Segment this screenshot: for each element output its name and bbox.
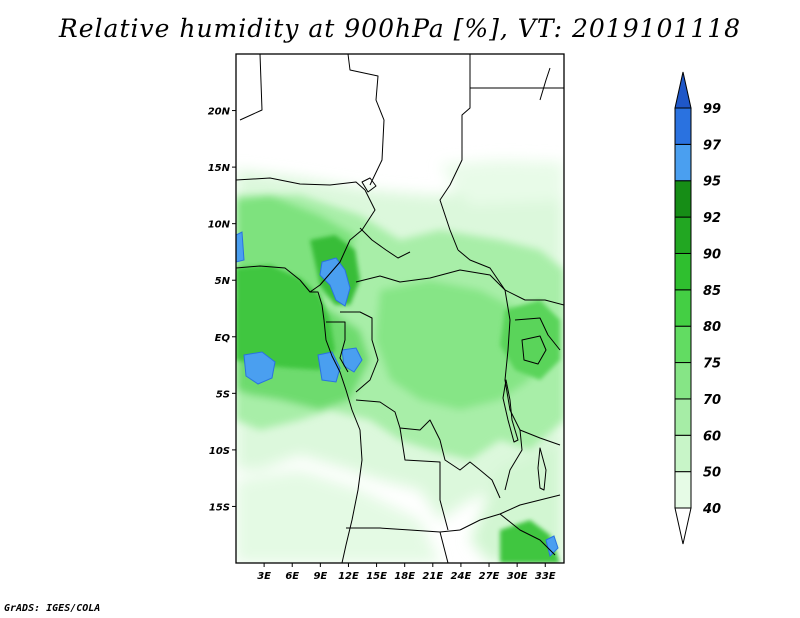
x-tick-label-24e: 24E [451, 571, 472, 582]
x-tick-label-9e: 9E [313, 571, 327, 582]
border-nigeria-cameroon [309, 189, 376, 293]
y-tick-label-20n: 20N [208, 107, 231, 118]
colorbar-segment-75-80 [674, 325, 692, 364]
colorbar-label-90: 90 [703, 247, 721, 262]
colorbar-label-80: 80 [703, 320, 721, 335]
colorbar-arrow-high [674, 71, 692, 109]
x-tick-label-27e: 27E [479, 571, 500, 582]
colorbar-segment-80-85 [674, 289, 692, 327]
colorbar-segment-95-97 [674, 143, 692, 182]
colorbar-segment-50-60 [674, 434, 692, 473]
border-drc-angola [355, 399, 501, 499]
border-tanzania-south [519, 429, 561, 446]
humidity-patch-cameroon [319, 257, 351, 307]
map-plot-area: 20N 15N 10N 5N EQ 5S 10S 15S 3E 6E 9E 12E 15E 18E 21E… [208, 53, 565, 582]
colorbar-label-95: 95 [703, 175, 721, 190]
y-tick-label-15n: 15N [208, 163, 231, 174]
border-drc-east [504, 289, 523, 491]
humidity-field [236, 160, 564, 563]
colorbar-segment-60-70 [674, 398, 692, 436]
y-tick-label-eq: EQ [215, 333, 231, 344]
humidity-zone-southeast-dense [500, 520, 560, 563]
humidity-zone-sahel-east [440, 160, 564, 205]
colorbar-label-70: 70 [703, 393, 721, 408]
lake-chad [361, 177, 377, 193]
border-car-south [355, 269, 506, 291]
lake-victoria [521, 335, 547, 365]
x-tick-label-18e: 18E [394, 571, 415, 582]
border-coastline-gulf-of-guinea [236, 265, 363, 563]
border-gabon [326, 321, 349, 373]
colorbar-segment-92-95 [674, 180, 692, 218]
colorbar-label-92: 92 [703, 211, 721, 226]
colorbar-segment-70-75 [674, 362, 692, 400]
colorbar-segment-40-50 [674, 471, 692, 509]
humidity-patch-gabon-1 [243, 351, 276, 385]
border-congo-drc [340, 311, 379, 393]
grads-credit: GrADS: IGES/COLA [4, 603, 101, 614]
colorbar-segment-90-92 [674, 216, 692, 254]
y-tick-label-5s: 5S [216, 389, 230, 400]
colorbar: 40 50 60 70 75 80 85 90 92 95 97 99 [674, 71, 722, 545]
x-tick-label-30e: 30E [507, 571, 528, 582]
border-uganda-kenya [514, 317, 561, 351]
humidity-patch-west [236, 231, 245, 263]
humidity-zone-south [236, 470, 440, 563]
colorbar-label-97: 97 [703, 138, 722, 153]
border-niger-chad [347, 54, 385, 186]
border-niger-nigeria [236, 177, 366, 191]
lake-malawi [537, 447, 547, 491]
colorbar-arrow-low [674, 507, 692, 545]
x-tick-label-6e: 6E [285, 571, 299, 582]
border-cameroon-car [359, 227, 411, 259]
x-axis-ticks: 3E 6E 9E 12E 15E 18E 21E 24E 27E 30E 33E [257, 563, 556, 582]
border-zimbabwe [499, 513, 556, 556]
nile-river [539, 67, 551, 101]
border-angola-zambia [399, 427, 449, 531]
border-chad-sudan [439, 54, 471, 251]
border-sahara-north [239, 54, 263, 121]
colorbar-label-60: 60 [703, 429, 721, 444]
colorbar-segment-97-99 [674, 107, 692, 145]
colorbar-label-99: 99 [703, 102, 721, 117]
x-tick-label-15e: 15E [366, 571, 387, 582]
colorbar-label-40: 40 [702, 502, 721, 517]
border-south-sudan-east [504, 289, 564, 306]
border-car-sudan [457, 249, 506, 291]
humidity-patch-gabon-2 [317, 351, 341, 383]
x-tick-label-33e: 33E [535, 571, 556, 582]
y-axis-ticks: 20N 15N 10N 5N EQ 5S 10S 15S [208, 107, 236, 513]
y-tick-label-15s: 15S [209, 502, 230, 513]
map-title: Relative humidity at 900hPa [%], VT: 201… [58, 14, 742, 43]
colorbar-segment-85-90 [674, 252, 692, 291]
colorbar-label-75: 75 [703, 357, 721, 372]
humidity-patch-congo-coast [341, 347, 363, 373]
x-tick-label-12e: 12E [338, 571, 359, 582]
x-tick-label-3e: 3E [257, 571, 271, 582]
humidity-zone-high-patches [236, 231, 559, 557]
y-tick-label-5n: 5N [215, 276, 231, 287]
lake-tanganyika [502, 379, 519, 443]
map-frame [235, 53, 565, 564]
y-tick-label-10s: 10S [209, 446, 230, 457]
colorbar-label-85: 85 [703, 284, 721, 299]
country-borders [236, 54, 564, 563]
humidity-patch-kenya [545, 535, 559, 557]
x-tick-label-21e: 21E [422, 571, 443, 582]
humidity-zone-congo [375, 280, 540, 410]
border-namibia-botswana [439, 531, 449, 563]
border-angola-namibia [346, 527, 461, 533]
colorbar-label-50: 50 [703, 466, 721, 481]
y-tick-label-10n: 10N [208, 220, 231, 231]
border-zambia-south [459, 494, 561, 531]
